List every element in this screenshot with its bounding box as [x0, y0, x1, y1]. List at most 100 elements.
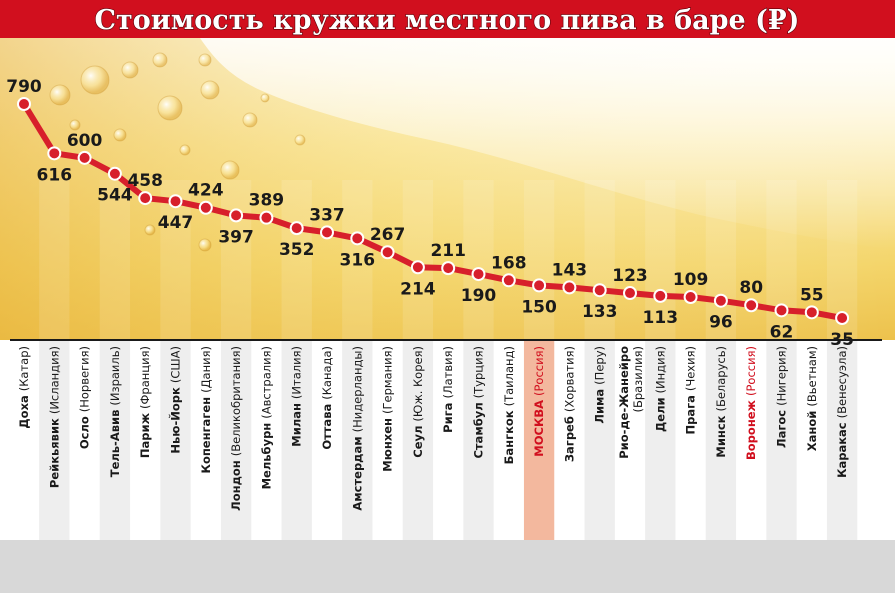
value-label: 143: [552, 260, 588, 280]
category-country: (США): [169, 346, 183, 383]
category-country: (Юж. Корея): [411, 346, 425, 422]
category-city: Нью-Йорк: [168, 383, 183, 453]
category-label: Сеул (Юж. Корея): [411, 346, 425, 458]
category-text: Милан (Италия): [290, 346, 304, 447]
category-country: (Хорватия): [562, 346, 576, 412]
category-city: Лима: [593, 385, 607, 424]
value-label: 80: [739, 278, 763, 298]
category-label: Лима (Перу): [593, 346, 607, 424]
category-text: Доха (Катар): [17, 346, 31, 429]
category-city: Стамбул: [472, 398, 486, 458]
data-point: [441, 261, 456, 276]
value-label: 458: [127, 171, 163, 191]
category-city: Оттава: [320, 400, 334, 450]
value-label: 389: [249, 191, 285, 211]
category-label: Мюнхен (Германия): [381, 346, 395, 472]
category-text: Рейкьявик (Исландия): [47, 346, 61, 488]
category-label: Доха (Катар): [17, 346, 31, 429]
data-point: [410, 260, 425, 275]
value-label: 352: [279, 240, 315, 260]
category-city: Загреб: [562, 412, 576, 462]
category-country: (Россия): [532, 346, 546, 396]
plot-column-stripe: [281, 180, 312, 340]
category-text: Ханой (Вьетнам): [805, 346, 819, 451]
category-text: Каракас (Венесуэла): [835, 346, 849, 478]
value-label: 55: [800, 285, 824, 305]
data-point: [138, 191, 153, 206]
bubble: [152, 52, 168, 68]
category-label: Париж (Франция): [138, 346, 152, 458]
value-label: 397: [218, 227, 254, 247]
category-country: (Индия): [653, 346, 667, 393]
category-text: Дели (Индия): [653, 346, 667, 432]
category-text: Мюнхен (Германия): [381, 346, 395, 472]
category-country: (Исландия): [47, 346, 61, 414]
data-point: [744, 298, 759, 313]
category-country: (Канада): [320, 346, 334, 400]
category-city: Рио-де-Жанейро: [617, 346, 631, 459]
category-country: (Бразилия): [631, 346, 645, 413]
category-country: (Нидерланды): [350, 346, 364, 432]
category-city: Каракас: [835, 418, 849, 478]
plot-column-stripe: [463, 180, 494, 340]
bubble: [121, 61, 139, 79]
category-text: Нью-Йорк (США): [168, 346, 183, 454]
category-label: Оттава (Канада): [320, 346, 334, 450]
data-point: [259, 210, 274, 225]
label-column-stripe: [160, 340, 191, 540]
category-country: (Италия): [290, 346, 304, 399]
markers-group: [17, 97, 850, 325]
category-text: Тель-Авив (Израиль): [108, 346, 122, 477]
category-city: Париж: [138, 409, 152, 458]
value-label: 150: [521, 297, 557, 317]
label-column-stripe: [826, 340, 858, 540]
bubble: [198, 53, 212, 67]
category-label: Воронеж (Россия): [744, 346, 758, 460]
category-label: Амстердам (Нидерланды): [350, 346, 364, 511]
category-text: Лондон (Великобритания): [229, 346, 243, 511]
category-label: Стамбул (Турция): [472, 346, 486, 459]
category-city: Тель-Авив: [108, 406, 122, 478]
category-city: Осло: [78, 412, 92, 449]
data-point: [77, 150, 92, 165]
value-label: 600: [67, 131, 103, 151]
category-text: Лима (Перу): [593, 346, 607, 424]
bubble: [294, 134, 306, 146]
bubble: [200, 80, 220, 100]
category-country: (Франция): [138, 346, 152, 409]
value-label: 133: [582, 302, 618, 322]
value-label: 109: [673, 270, 709, 290]
label-column-stripe: [766, 340, 797, 540]
category-text: МОСКВА (Россия): [532, 346, 546, 457]
category-city: Бангкок: [502, 406, 516, 464]
category-city: Минск: [714, 412, 728, 458]
value-label: 424: [188, 181, 224, 201]
plot-column-stripe: [584, 180, 615, 340]
category-text: Стамбул (Турция): [472, 346, 486, 459]
label-area: [0, 340, 895, 540]
value-label: 113: [643, 308, 679, 328]
category-text: Осло (Норвегия): [78, 346, 92, 449]
bubble: [198, 238, 212, 252]
label-column-stripe: [39, 340, 70, 540]
category-text: Копенгаген (Дания): [199, 346, 213, 473]
category-country: (Великобритания): [229, 346, 243, 456]
category-label: Рига (Латвия): [441, 346, 455, 433]
category-country: (Беларусь): [714, 346, 728, 412]
category-country: (Латвия): [441, 346, 455, 399]
category-country: (Дания): [199, 346, 213, 393]
data-point: [47, 146, 62, 161]
value-label: 211: [430, 241, 466, 261]
value-label: 616: [37, 165, 73, 185]
category-city: Милан: [290, 399, 304, 447]
value-label: 96: [709, 313, 733, 333]
category-city: Копенгаген: [199, 393, 213, 474]
title-bar: [0, 0, 895, 38]
plot-column-stripe: [99, 180, 131, 340]
category-label: Прага (Чехия): [684, 346, 698, 435]
label-column-stripe: [705, 340, 737, 540]
bubble: [242, 112, 258, 128]
category-label: Лондон (Великобритания): [229, 346, 243, 511]
category-city: Мельбурн: [259, 419, 273, 490]
